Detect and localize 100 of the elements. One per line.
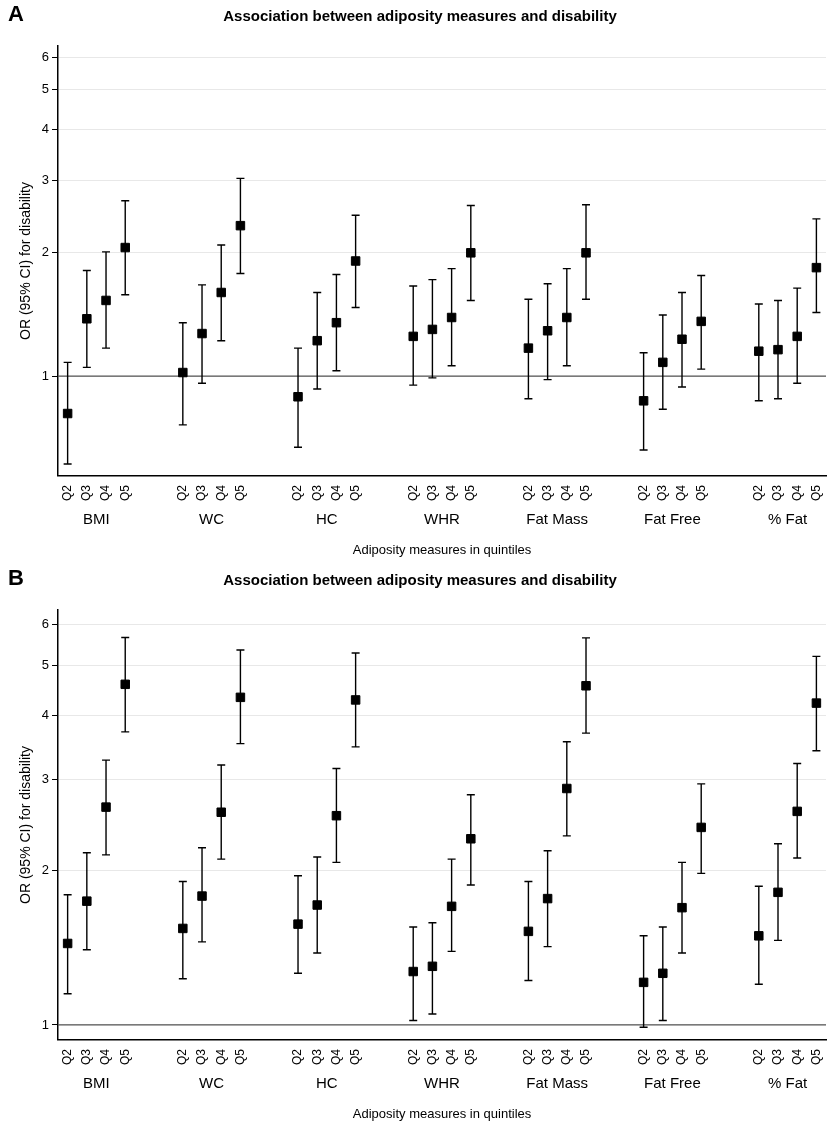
x-tick-label: Q5: [347, 484, 362, 502]
x-tick-label: Q4: [559, 1048, 574, 1066]
point: [523, 343, 534, 353]
x-tick-label: Q2: [405, 484, 420, 502]
x-tick-label: Q3: [309, 484, 324, 502]
point: [811, 262, 822, 273]
point: [677, 902, 687, 913]
y-tick-label: 2: [41, 244, 50, 260]
x-tick-label: Q2: [175, 1048, 190, 1066]
point: [408, 966, 418, 977]
point: [235, 220, 246, 231]
point: [466, 248, 476, 258]
x-tick-label: Q3: [770, 1048, 785, 1066]
point: [581, 248, 591, 258]
point: [101, 802, 111, 812]
x-tick-label: Q3: [655, 484, 670, 502]
y-tick-label: 5: [41, 656, 50, 672]
x-tick-label: Q4: [328, 1048, 343, 1066]
point: [331, 810, 342, 821]
text: HC: [315, 509, 338, 527]
x-tick-label: Q2: [635, 1048, 650, 1066]
point: [197, 328, 207, 339]
x-tick-label: Q4: [98, 1048, 113, 1066]
y-axis-title: OR (95% CI) for disability: [17, 746, 34, 904]
y-tick-label: 4: [41, 121, 50, 137]
x-tick-label: Q3: [194, 1048, 209, 1066]
point: [773, 344, 783, 355]
point: [293, 919, 303, 929]
point: [581, 681, 591, 691]
text: BMI: [83, 509, 110, 527]
point: [658, 968, 668, 979]
point: [562, 783, 572, 794]
text: BMI: [83, 1073, 110, 1091]
text: WC: [199, 1073, 225, 1091]
y-tick-label: 3: [41, 770, 50, 786]
text: Fat Free: [644, 1073, 701, 1091]
y-axis-title: OR (95% CI) for disability: [17, 182, 34, 340]
text: % Fat: [768, 1073, 809, 1091]
point: [754, 346, 764, 356]
point: [542, 893, 553, 904]
text: Fat Free: [644, 509, 701, 527]
x-tick-label: Q3: [539, 484, 554, 502]
x-tick-label: Q2: [751, 1048, 766, 1066]
x-tick-label: Q2: [59, 1048, 74, 1066]
x-tick-label: Q3: [309, 1048, 324, 1066]
x-tick-label: Q2: [635, 484, 650, 502]
point: [350, 256, 361, 266]
x-tick-label: Q4: [789, 1048, 804, 1066]
text: Fat Mass: [526, 1073, 589, 1091]
point: [62, 938, 73, 949]
x-tick-label: Q3: [194, 484, 209, 502]
x-axis-title: Adiposity measures in quintiles: [352, 1106, 532, 1122]
point: [120, 242, 130, 253]
point: [562, 312, 572, 323]
x-tick-label: Q2: [520, 484, 535, 502]
point: [523, 926, 534, 937]
x-tick-label: Q2: [175, 484, 190, 502]
x-tick-label: Q5: [232, 1048, 247, 1066]
x-tick-label: Q2: [290, 1048, 305, 1066]
y-tick-label: 1: [41, 1016, 50, 1032]
point: [754, 931, 764, 941]
point: [792, 806, 802, 817]
x-tick-label: Q4: [213, 1048, 228, 1066]
point: [216, 807, 226, 817]
text: % Fat: [768, 509, 809, 527]
x-tick-label: Q2: [520, 1048, 535, 1066]
x-tick-label: Q5: [808, 484, 823, 502]
x-tick-label: Q3: [770, 484, 785, 502]
point: [638, 977, 649, 988]
chart-title: Association between adiposity measures and disability: [223, 571, 618, 589]
x-tick-label: Q2: [59, 484, 74, 502]
x-tick-label: Q5: [232, 484, 247, 502]
point: [197, 891, 207, 901]
x-tick-label: Q5: [463, 1048, 478, 1066]
point: [235, 692, 246, 703]
point: [62, 408, 73, 419]
point: [178, 367, 188, 378]
x-tick-label: Q2: [405, 1048, 420, 1066]
x-tick-label: Q2: [290, 484, 305, 502]
point: [792, 331, 802, 342]
text: WC: [199, 509, 225, 527]
x-tick-label: Q3: [424, 484, 439, 502]
point: [408, 331, 418, 342]
x-tick-label: Q4: [213, 484, 228, 502]
point: [331, 317, 342, 328]
point: [82, 314, 92, 324]
text: WHR: [424, 509, 461, 527]
text: A: [8, 1, 24, 27]
x-tick-label: Q5: [578, 1048, 593, 1066]
x-tick-label: Q5: [117, 484, 132, 502]
y-tick-label: 6: [41, 49, 50, 65]
point: [638, 396, 649, 406]
point: [773, 887, 783, 898]
text: B: [8, 565, 24, 591]
y-tick-label: 2: [41, 861, 50, 877]
y-tick-label: 1: [41, 367, 50, 383]
x-tick-label: Q5: [808, 1048, 823, 1066]
y-tick-label: 3: [41, 172, 50, 188]
point: [696, 822, 706, 833]
point: [216, 287, 226, 298]
